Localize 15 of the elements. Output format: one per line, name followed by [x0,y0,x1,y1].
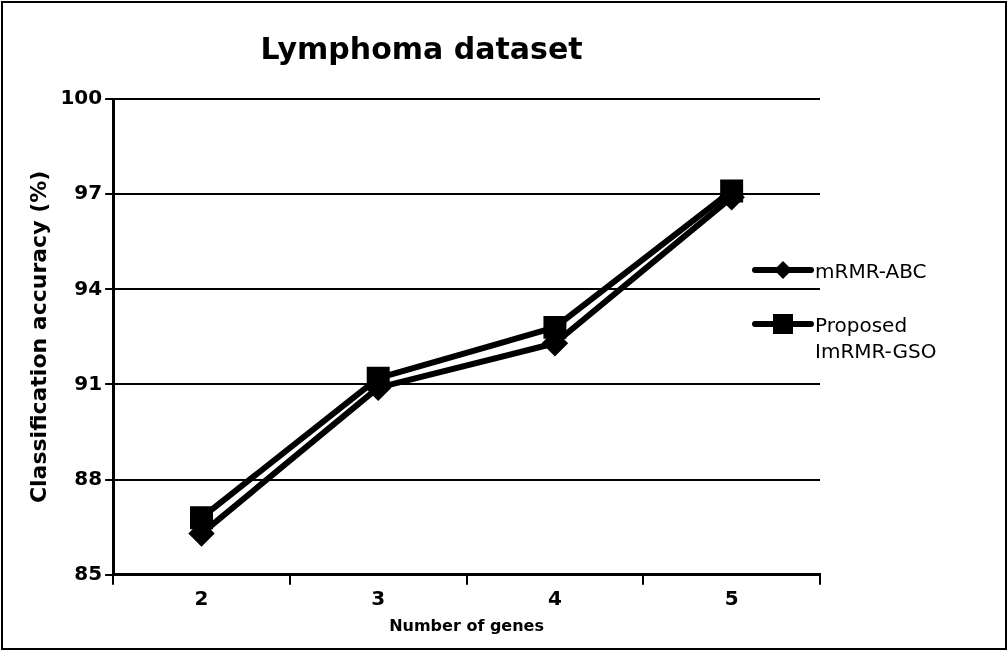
x-tick-label: 2 [194,586,209,610]
y-tick-label: 100 [60,85,103,110]
legend-label: mRMR-ABC [815,258,928,284]
x-tick-label: 3 [371,586,386,610]
legend-label: Proposed ImRMR-GSO [815,312,938,364]
y-tick-label: 88 [74,465,103,490]
chart-title: Lymphoma dataset [260,30,583,66]
x-tick-label: 4 [547,586,562,610]
y-axis-title: Classification accuracy (%) [25,170,51,504]
y-tick-label: 91 [74,370,103,395]
y-tick-label: 94 [74,275,103,300]
y-tick-label: 85 [74,561,103,585]
y-tick-label: 97 [74,180,103,205]
x-tick-label: 5 [724,586,739,610]
x-axis-title: Number of genes [389,615,544,635]
